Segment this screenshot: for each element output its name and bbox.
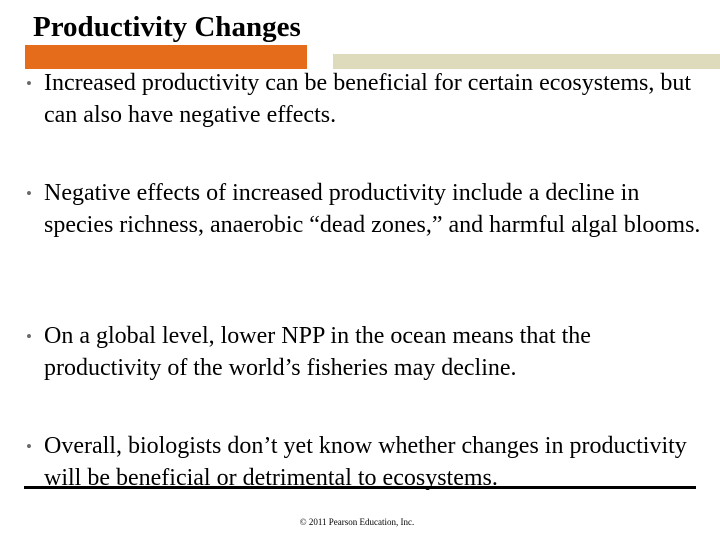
header-rule-bar	[333, 54, 720, 69]
bullet-dot-icon: •	[26, 184, 32, 203]
bullet-item: • Overall, biologists don’t yet know whe…	[24, 431, 704, 494]
bullet-text: Negative effects of increased productivi…	[44, 180, 701, 238]
copyright-footer: © 2011 Pearson Education, Inc.	[299, 517, 415, 527]
bullet-item: • On a global level, lower NPP in the oc…	[24, 321, 704, 384]
bullet-dot-icon: •	[26, 437, 32, 456]
bullet-text: Increased productivity can be beneficial…	[44, 70, 692, 128]
bullet-dot-icon: •	[26, 74, 32, 93]
footer-rule	[24, 486, 696, 489]
slide-title: Productivity Changes	[33, 11, 301, 43]
bullet-item: • Increased productivity can be benefici…	[24, 68, 704, 131]
title-accent-bar	[25, 45, 307, 69]
bullet-text: Overall, biologists don’t yet know wheth…	[44, 433, 687, 491]
bullet-text: On a global level, lower NPP in the ocea…	[44, 323, 591, 381]
bullet-dot-icon: •	[26, 327, 32, 346]
bullet-item: • Negative effects of increased producti…	[24, 178, 704, 241]
